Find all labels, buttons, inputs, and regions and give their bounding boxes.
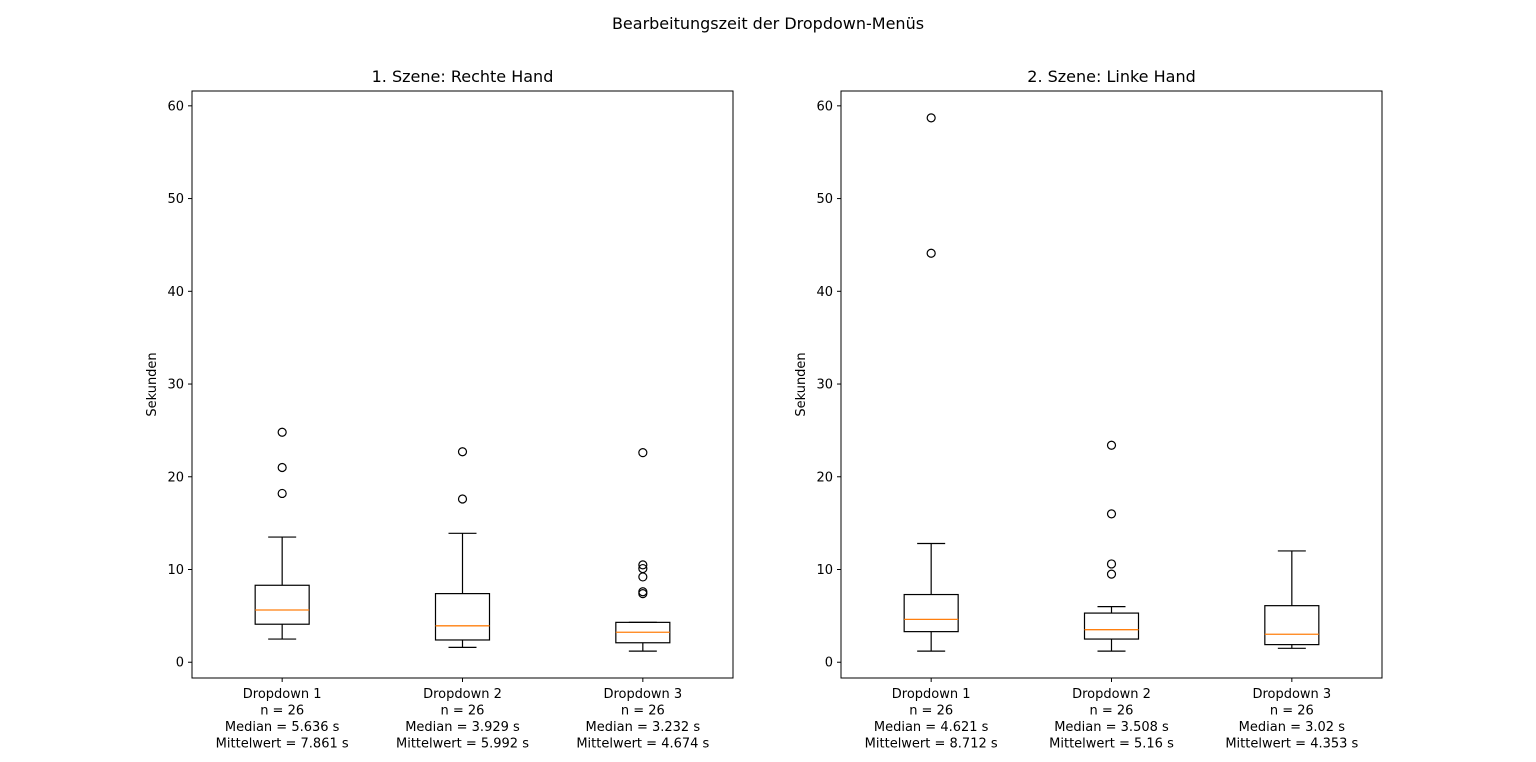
outlier-point	[277, 488, 287, 499]
x-tick-label: n = 26	[441, 704, 485, 719]
x-tick-label: Dropdown 3	[603, 687, 682, 702]
iqr-box	[903, 593, 959, 633]
figure-suptitle: Bearbeitungszeit der Dropdown-Menüs	[612, 14, 924, 33]
x-tick-label: Mittelwert = 4.674 s	[576, 737, 709, 752]
y-tick-label: 50	[167, 192, 184, 207]
x-tick-label: Median = 3.508 s	[1054, 720, 1169, 735]
axes-frame	[840, 90, 1383, 679]
x-tick-label: Dropdown 1	[243, 687, 322, 702]
box-group-3	[1264, 550, 1320, 649]
x-tick-label: Mittelwert = 8.712 s	[865, 737, 998, 752]
outlier-point	[1106, 559, 1117, 569]
outlier-point	[277, 427, 287, 437]
x-tick-label: Median = 3.02 s	[1239, 720, 1346, 735]
y-tick-label: 30	[816, 378, 833, 393]
outlier-point	[926, 248, 936, 258]
box-group-2	[1083, 440, 1140, 652]
chart-panel-2: 2. Szene: Linke Hand Sekunden 0 10 20 30 40 50 6…	[794, 67, 1383, 752]
y-tick-label: 50	[816, 192, 833, 207]
y-tick-label: 40	[816, 285, 833, 300]
y-tick-label: 20	[816, 470, 833, 485]
chart-panel-1: 1. Szene: Rechte Hand Sekunden 0 10 20 30 40 50…	[145, 67, 734, 752]
y-axis-label: Sekunden	[794, 352, 809, 416]
iqr-box	[254, 584, 310, 625]
x-tick-label: Median = 4.621 s	[874, 720, 989, 735]
x-tick-label: Mittelwert = 7.861 s	[216, 737, 349, 752]
outlier-point	[638, 448, 648, 458]
x-tick-label: Mittelwert = 4.353 s	[1225, 737, 1358, 752]
x-tick-label: Dropdown 2	[1072, 687, 1151, 702]
y-tick-label: 60	[167, 99, 184, 114]
panels: 1. Szene: Rechte Hand Sekunden 0 10 20 30 40 50…	[145, 67, 1383, 752]
x-tick-label: n = 26	[909, 704, 953, 719]
chart-title: 1. Szene: Rechte Hand	[372, 67, 554, 86]
iqr-box	[1264, 605, 1320, 646]
box-group-1	[903, 113, 959, 652]
x-tick-label: Median = 3.929 s	[405, 720, 520, 735]
x-tick-label: Median = 5.636 s	[225, 720, 340, 735]
x-tick-label: n = 26	[1090, 704, 1134, 719]
box-group-2	[434, 447, 491, 648]
outlier-point	[457, 447, 468, 457]
x-tick-label: n = 26	[1270, 704, 1314, 719]
y-tick-label: 0	[176, 656, 184, 671]
iqr-box	[1083, 612, 1140, 640]
x-tick-label: Dropdown 1	[892, 687, 971, 702]
x-tick-label: n = 26	[260, 704, 304, 719]
x-tick-label: Mittelwert = 5.16 s	[1049, 737, 1174, 752]
outlier-point	[638, 587, 648, 597]
x-tick-label: n = 26	[621, 704, 665, 719]
y-tick-label: 40	[167, 285, 184, 300]
y-axis-label: Sekunden	[145, 352, 160, 416]
y-tick-label: 10	[167, 563, 184, 578]
outlier-point	[638, 560, 648, 570]
outlier-point	[1106, 509, 1117, 519]
x-tick-label: Mittelwert = 5.992 s	[396, 737, 529, 752]
y-tick-label: 20	[167, 470, 184, 485]
chart-title: 2. Szene: Linke Hand	[1027, 67, 1195, 86]
axes-frame	[191, 90, 734, 679]
x-tick-label: Median = 3.232 s	[586, 720, 701, 735]
box-group-1	[254, 427, 310, 640]
x-tick-label: Dropdown 2	[423, 687, 502, 702]
y-tick-label: 60	[816, 99, 833, 114]
y-tick-label: 0	[825, 656, 833, 671]
outlier-point	[457, 494, 468, 504]
box-group-3	[615, 448, 671, 652]
iqr-box	[434, 593, 491, 641]
outlier-point	[638, 563, 648, 574]
y-tick-label: 30	[167, 378, 184, 393]
outlier-point	[277, 462, 287, 473]
outlier-point	[1106, 569, 1117, 579]
outlier-point	[1106, 440, 1117, 450]
y-tick-label: 10	[816, 563, 833, 578]
outlier-point	[926, 113, 936, 123]
x-tick-label: Dropdown 3	[1252, 687, 1331, 702]
